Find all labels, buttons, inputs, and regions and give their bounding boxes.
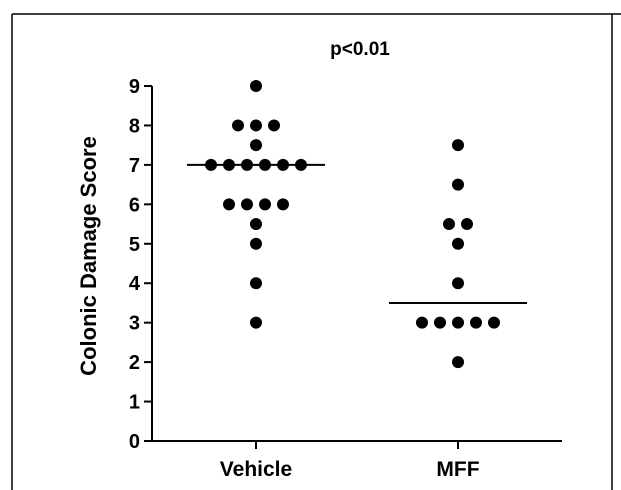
median-lines [187,163,527,304]
data-point [452,316,464,329]
data-point [277,198,289,211]
data-point [250,237,262,250]
y-tick-label: 0 [129,431,140,453]
y-tick-label: 7 [129,155,140,177]
data-point [470,316,482,329]
data-point [434,316,446,329]
data-point [452,178,464,191]
data-point [223,198,235,211]
data-point [250,119,262,132]
data-point [452,139,464,152]
data-point [250,277,262,290]
y-tick-label: 9 [129,76,140,98]
data-point [232,119,244,132]
y-axis-title: Colonic Damage Score [76,136,101,376]
data-point [250,139,262,152]
data-point [241,198,253,211]
y-tick-label: 8 [129,115,140,137]
significance-annotation: p<0.01 [330,39,390,60]
y-tick-label: 1 [129,392,140,414]
y-tick-label: 2 [129,352,140,374]
x-category-label: Vehicle [220,458,292,481]
data-point [488,316,500,329]
data-point [452,277,464,290]
data-point [259,198,271,211]
x-category-label: MFF [436,458,479,481]
y-tick-label: 3 [129,313,140,335]
data-point [250,316,262,329]
y-tick-label: 4 [129,273,141,295]
data-point [250,80,262,92]
data-point [268,119,280,132]
data-point [452,356,464,369]
y-tick-label: 5 [129,234,140,256]
data-point [461,218,473,231]
data-point [443,218,455,231]
data-point [416,316,428,329]
y-tick-label: 6 [129,194,140,216]
data-point [452,237,464,250]
x-axis-ticks: Vehicle MFF [220,441,480,481]
data-point [250,218,262,231]
y-axis-ticks: 0 1 2 3 4 5 6 7 8 9 [129,76,152,453]
data-points [205,80,500,369]
